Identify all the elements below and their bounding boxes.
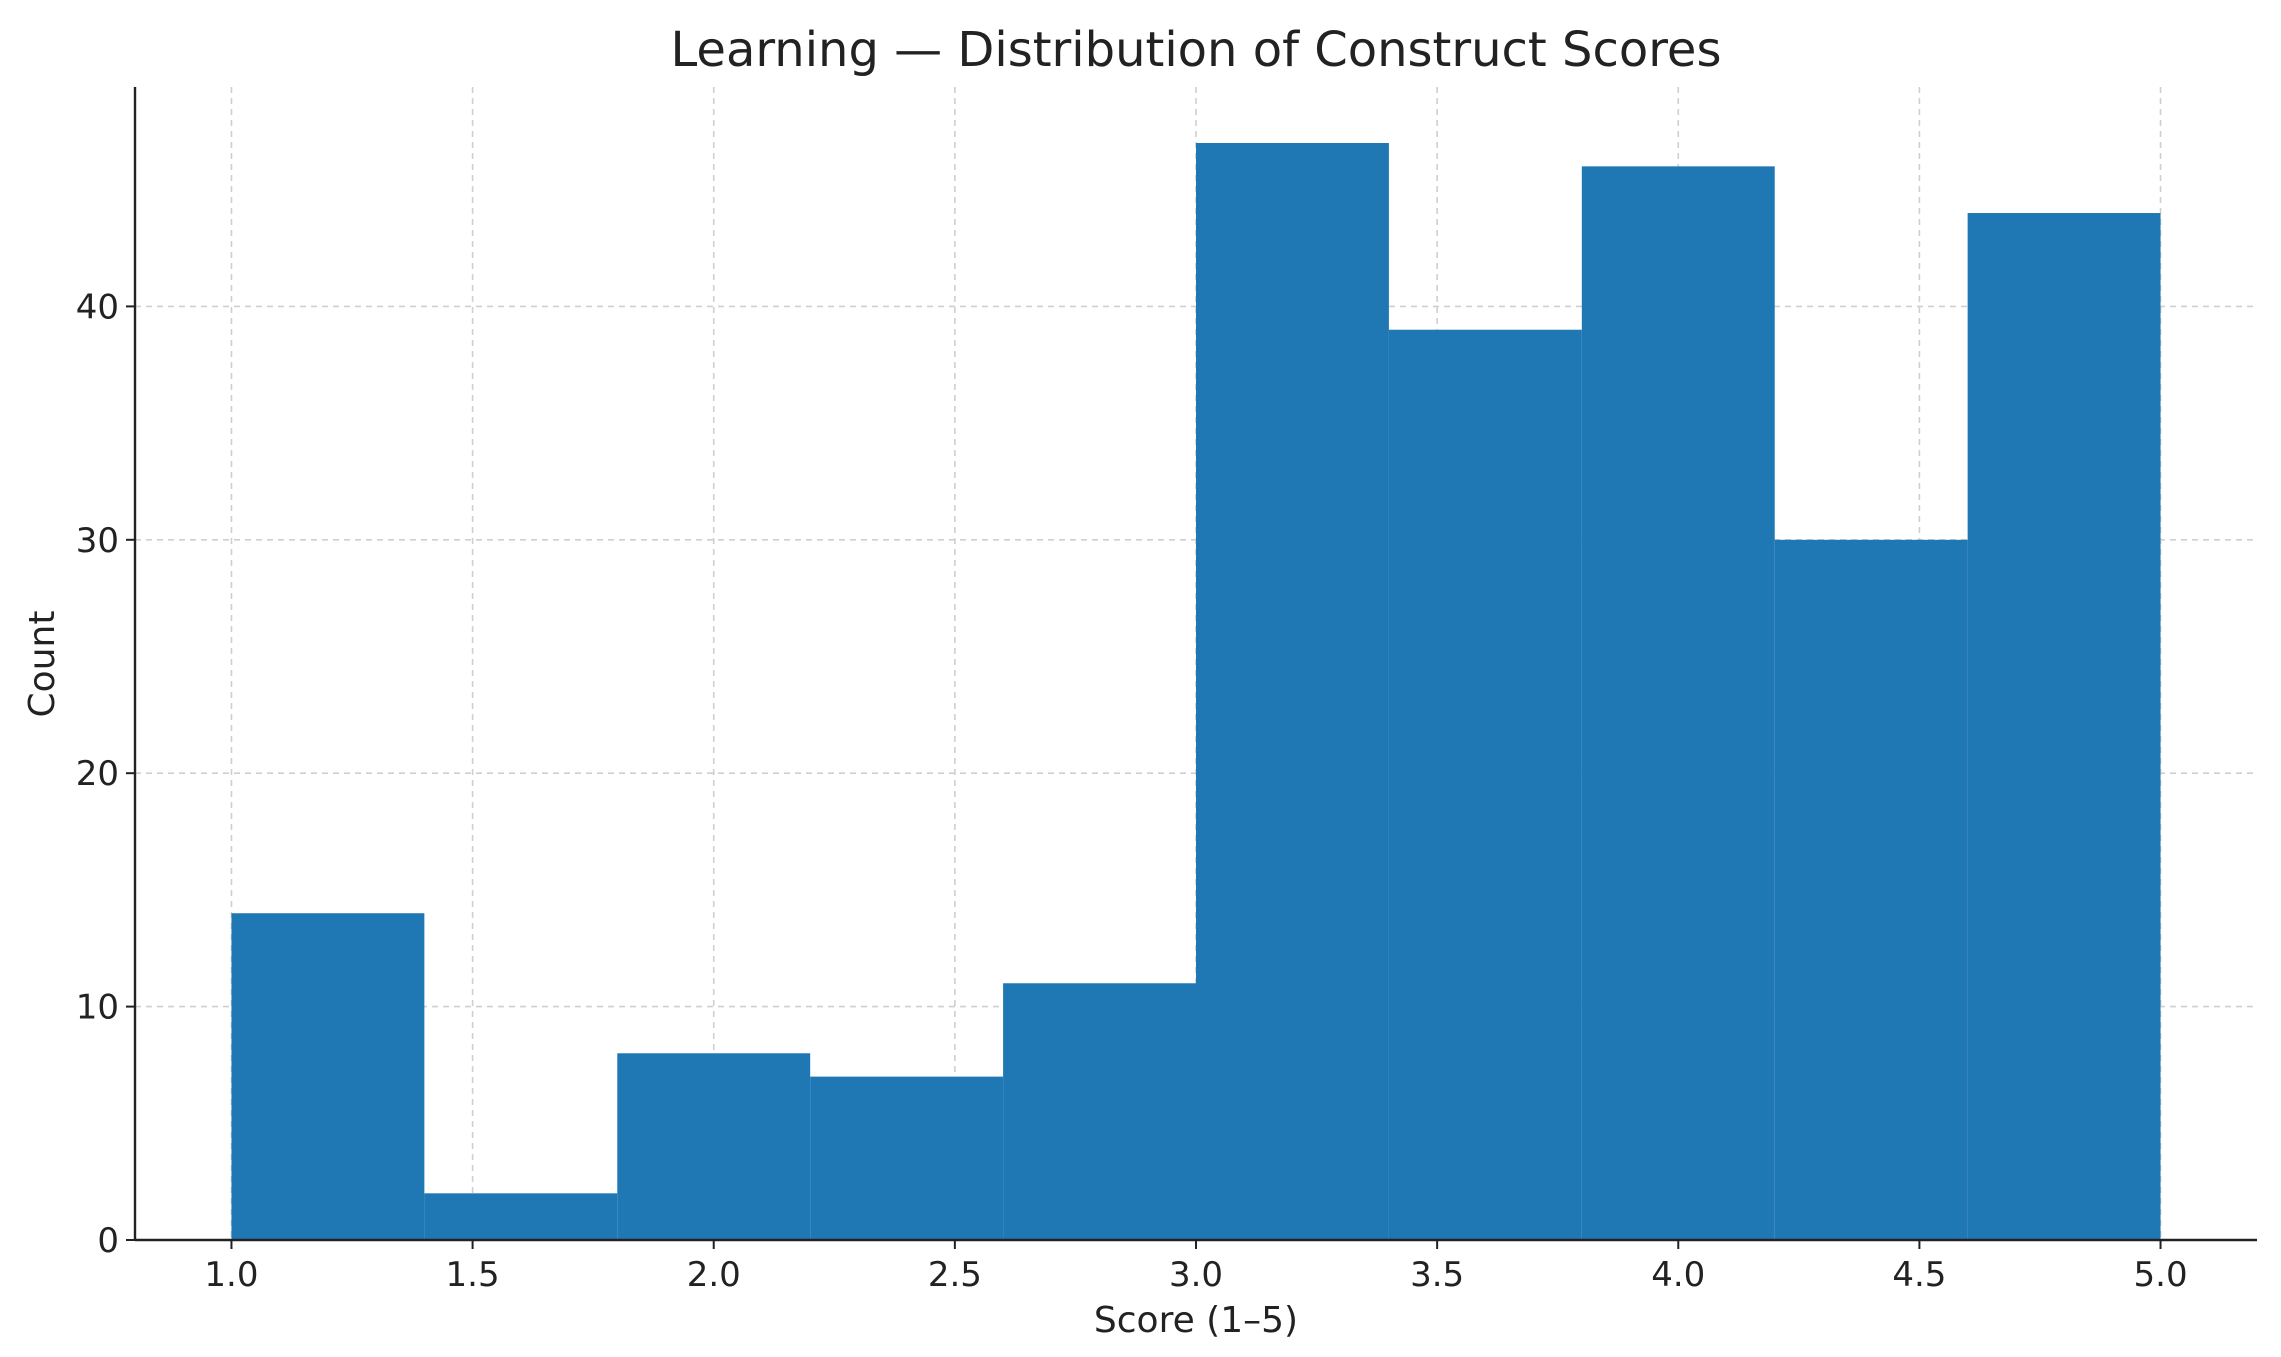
y-tick-label-1: 10 — [76, 988, 119, 1028]
x-tick-label-1: 1.5 — [446, 1255, 500, 1295]
x-axis-ticks: 1.0 1.5 2.0 2.5 3.0 3.5 4.0 4.5 5.0 — [204, 1240, 2188, 1295]
histogram-bar-8 — [1774, 539, 1968, 1240]
y-tick-label-3: 30 — [76, 521, 119, 561]
histogram-bar-0 — [231, 913, 425, 1240]
x-tick-label-6: 4.0 — [1651, 1255, 1705, 1295]
histogram-bars — [231, 143, 2161, 1241]
histogram-bar-6 — [1388, 329, 1582, 1241]
histogram-bar-9 — [1967, 213, 2161, 1241]
x-tick-label-3: 2.5 — [928, 1255, 982, 1295]
x-tick-label-8: 5.0 — [2134, 1255, 2188, 1295]
x-tick-label-7: 4.5 — [1892, 1255, 1946, 1295]
y-axis-ticks: 0 10 20 30 40 — [76, 287, 135, 1261]
histogram-bar-7 — [1581, 166, 1775, 1240]
y-tick-label-4: 40 — [76, 287, 119, 327]
y-axis-label: Count — [22, 611, 63, 718]
x-tick-label-0: 1.0 — [204, 1255, 258, 1295]
y-tick-label-0: 0 — [97, 1221, 119, 1261]
y-tick-label-2: 20 — [76, 754, 119, 794]
histogram-bar-2 — [617, 1053, 811, 1240]
histogram-bar-5 — [1196, 143, 1389, 1240]
histogram-bar-4 — [1003, 983, 1196, 1240]
histogram-bar-1 — [424, 1193, 618, 1240]
chart-title: Learning — Distribution of Construct Sco… — [671, 22, 1722, 78]
x-tick-label-5: 3.5 — [1410, 1255, 1464, 1295]
x-tick-label-4: 3.0 — [1169, 1255, 1223, 1295]
histogram-bar-3 — [810, 1076, 1004, 1240]
x-tick-label-2: 2.0 — [687, 1255, 741, 1295]
x-axis-label: Score (1–5) — [1094, 1300, 1298, 1341]
